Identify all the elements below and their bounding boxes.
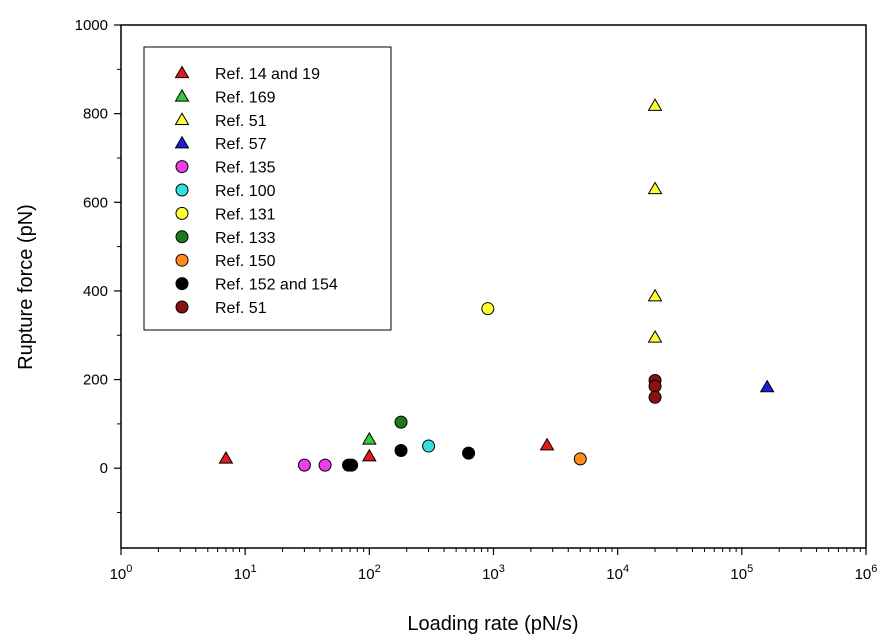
- legend-marker-triangle: [174, 65, 190, 79]
- x-tick-label: 101: [234, 563, 257, 583]
- data-point-circle: [481, 302, 495, 316]
- data-point-circle: [394, 443, 408, 457]
- x-tick-label: 106: [855, 563, 878, 583]
- legend-label: Ref. 57: [215, 136, 267, 153]
- data-point-circle: [648, 390, 662, 404]
- legend-marker-circle: [175, 300, 189, 314]
- x-tick-label: 100: [110, 563, 133, 583]
- legend-marker-triangle: [174, 135, 190, 149]
- y-axis-ticks: 0 200 400 600 800 1000: [75, 17, 121, 514]
- y-tick-label: 200: [83, 372, 108, 389]
- legend-marker-triangle: [174, 112, 190, 125]
- data-point-triangle: [647, 181, 663, 195]
- data-point-triangle: [218, 450, 234, 464]
- legend-label: Ref. 150: [215, 253, 276, 270]
- legend-label: Ref. 51: [215, 113, 267, 130]
- y-axis-title: Rupture force (pN): [15, 204, 37, 370]
- legend-marker-circle: [175, 230, 189, 244]
- data-point-circle: [345, 458, 359, 472]
- legend-marker-circle: [175, 206, 189, 220]
- legend-label: Ref. 51: [215, 300, 267, 317]
- data-points: [218, 98, 775, 472]
- y-tick-label: 1000: [75, 17, 108, 34]
- y-tick-label: 800: [83, 106, 108, 123]
- x-tick-label: 105: [730, 563, 753, 583]
- y-tick-label: 0: [100, 460, 108, 477]
- data-point-circle: [394, 415, 408, 429]
- data-point-triangle: [647, 288, 663, 302]
- legend-marker-triangle: [174, 88, 190, 102]
- x-tick-label: 102: [358, 563, 381, 583]
- legend-marker-circle: [175, 253, 189, 267]
- y-tick-label: 600: [83, 194, 108, 211]
- legend-label: Ref. 133: [215, 230, 276, 247]
- data-point-circle: [318, 458, 332, 472]
- data-point-circle: [422, 439, 436, 453]
- data-point-circle: [462, 446, 476, 460]
- legend-marker-circle: [175, 277, 189, 291]
- legend-label: Ref. 152 and 154: [215, 277, 338, 294]
- legend-label: Ref. 169: [215, 89, 276, 106]
- data-point-circle: [648, 379, 662, 393]
- x-tick-label: 104: [606, 563, 629, 583]
- x-axis-title: Loading rate (pN/s): [407, 613, 578, 635]
- legend-label: Ref. 100: [215, 183, 276, 200]
- x-tick-label: 103: [482, 563, 505, 583]
- x-axis-ticks: 100 101 102 103 104 105 106: [110, 548, 878, 583]
- legend-marker-circle: [175, 183, 189, 197]
- data-point-triangle: [647, 98, 663, 111]
- data-point-circle: [573, 452, 587, 466]
- data-point-triangle: [647, 329, 663, 343]
- data-point-triangle: [539, 437, 555, 451]
- y-tick-label: 400: [83, 283, 108, 300]
- legend-marker-circle: [175, 160, 189, 174]
- data-point-circle: [297, 458, 311, 472]
- legend-label: Ref. 14 and 19: [215, 66, 320, 83]
- data-point-triangle: [361, 431, 377, 445]
- legend: Ref. 14 and 19 Ref. 169 Ref. 51 Ref. 57 Ref.…: [143, 46, 392, 331]
- data-point-triangle: [759, 379, 775, 393]
- legend-label: Ref. 131: [215, 206, 276, 223]
- data-point-triangle: [361, 448, 377, 462]
- legend-label: Ref. 135: [215, 160, 276, 177]
